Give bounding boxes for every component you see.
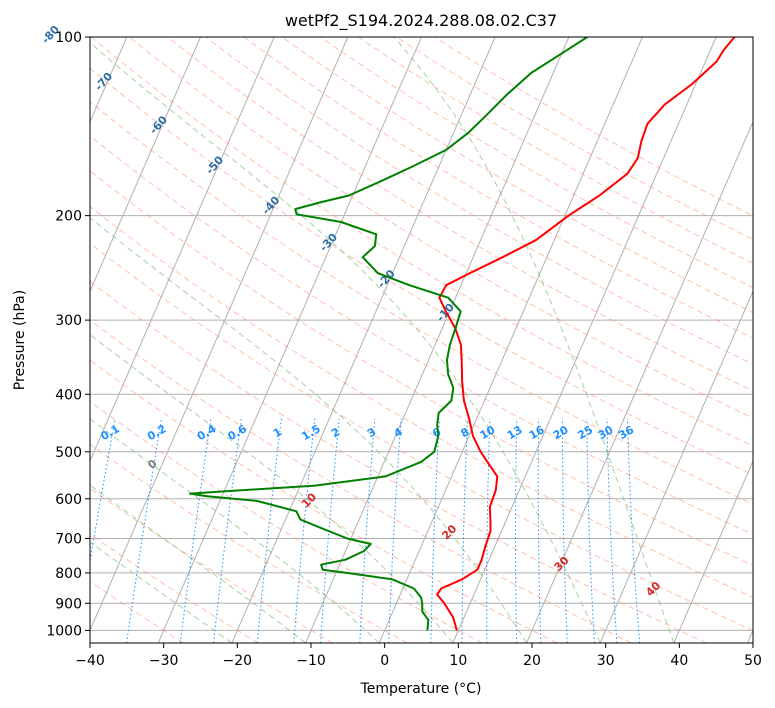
- x-tick-label: 20: [523, 653, 541, 669]
- dry-adiabat: [129, 37, 753, 419]
- y-axis-label: Pressure (hPa): [12, 290, 28, 390]
- dewpoint-line: [189, 37, 588, 631]
- y-tick-label: 500: [55, 445, 82, 461]
- isotherm: [90, 37, 275, 463]
- dry-adiabat: [90, 242, 753, 631]
- mixing-ratio-line: [293, 418, 316, 643]
- mixing-ratio-line: [359, 418, 376, 643]
- moist-adiabat: [90, 541, 233, 643]
- y-tick-label: 1000: [46, 623, 82, 639]
- temperature-line: [436, 37, 736, 631]
- y-tick-label: 200: [55, 209, 82, 225]
- dry-adiabat: [281, 37, 753, 314]
- isotherm: [452, 37, 717, 643]
- dry-adiabat: [90, 101, 753, 505]
- dry-adiabat: [90, 487, 334, 643]
- mixing-ratio-line: [586, 418, 595, 643]
- mixing-ratio-line: [430, 418, 440, 643]
- moist-adiabat: [90, 418, 380, 643]
- x-tick-label: 10: [449, 653, 467, 669]
- mixing-ratio-line: [461, 418, 468, 643]
- mixing-ratio-line: [515, 418, 518, 643]
- x-tick-label: 50: [744, 653, 762, 669]
- moist-adiabat: [90, 484, 306, 643]
- mixing-ratio-line: [606, 418, 618, 643]
- mixing-ratio-line: [256, 418, 282, 643]
- y-tick-label: 900: [55, 596, 82, 612]
- isotherm: [673, 459, 753, 643]
- dry-adiabat: [90, 319, 632, 643]
- x-tick-label: −10: [296, 653, 326, 669]
- isotherm: [90, 37, 349, 632]
- mixing-ratio-line: [537, 418, 542, 643]
- y-tick-label: 800: [55, 566, 82, 582]
- mixing-ratio-line: [90, 418, 116, 564]
- mixing-ratio-line: [388, 418, 402, 643]
- grid-layer: [90, 37, 753, 631]
- isotherm: [157, 37, 422, 643]
- isotherm: [599, 290, 753, 643]
- isotherm: [378, 37, 643, 643]
- chart-title: wetPf2_S194.2024.288.08.02.C37: [285, 11, 557, 31]
- mixing-ratio-line: [179, 418, 212, 643]
- isotherm: [90, 37, 201, 293]
- x-tick-label: 40: [670, 653, 688, 669]
- x-tick-label: −30: [149, 653, 179, 669]
- x-axis: −40 −30 −20 −10 0 10 20 30 40 50: [75, 643, 762, 669]
- y-tick-label: 300: [55, 313, 82, 329]
- y-axis: 1000 900 800 700 600 500 400 300 200 100: [46, 30, 90, 639]
- moist-adiabat: [90, 217, 527, 643]
- mixing-ratio-line: [213, 418, 242, 643]
- x-tick-label: −20: [223, 653, 253, 669]
- x-axis-label: Temperature (°C): [360, 681, 482, 697]
- mixing-ratio-line: [320, 418, 340, 643]
- isotherm: [231, 37, 496, 643]
- plot-frame: [89, 36, 754, 644]
- dry-adiabat: [90, 533, 259, 643]
- dry-adiabat: [167, 37, 753, 392]
- y-tick-label: 100: [55, 30, 82, 46]
- dry-adiabat: [90, 170, 753, 567]
- x-tick-label: 0: [380, 653, 389, 669]
- dry-adiabat: [90, 135, 753, 536]
- mixing-ratio-layer: [90, 418, 641, 643]
- mixing-ratio-line: [627, 418, 641, 643]
- y-tick-label: 600: [55, 492, 82, 508]
- isotherm: [526, 120, 753, 643]
- x-tick-label: 30: [597, 653, 615, 669]
- x-tick-label: −40: [75, 653, 105, 669]
- mixing-ratio-line: [486, 418, 491, 643]
- dry-adiabat: [90, 359, 558, 643]
- dry-adiabat: [90, 205, 753, 599]
- mixing-ratio-line: [562, 418, 568, 643]
- y-tick-label: 700: [55, 532, 82, 548]
- mixing-ratio-line: [126, 418, 162, 643]
- dry-adiabat: [319, 37, 753, 289]
- moist-adiabat: [90, 42, 601, 643]
- y-tick-label: 400: [55, 387, 82, 403]
- moist-adiabat: [393, 37, 675, 643]
- series-layer: [189, 37, 736, 631]
